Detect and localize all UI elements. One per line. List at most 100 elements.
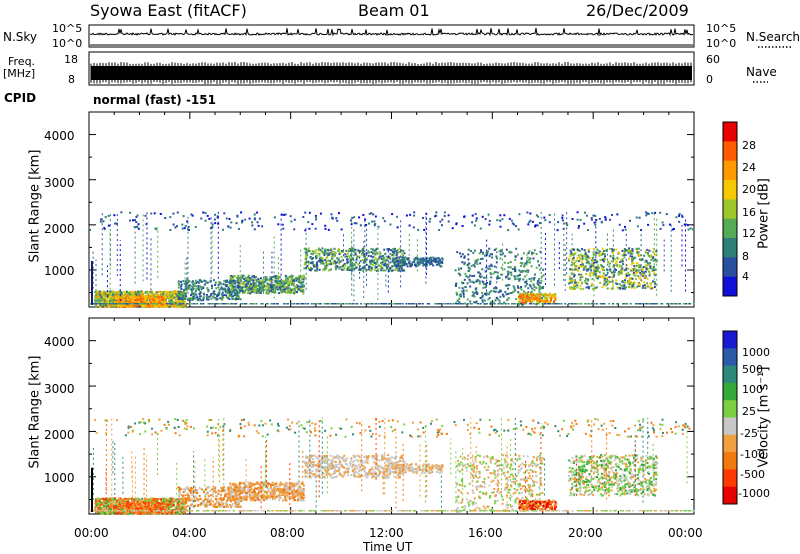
data-point [429,217,432,220]
ground-point [300,303,303,305]
data-point [588,262,591,265]
data-point [549,295,552,298]
data-point [303,267,306,270]
data-point [621,260,624,263]
data-point [581,276,584,278]
data-point [290,288,293,291]
data-point [286,288,289,291]
ground-point [240,303,243,305]
data-point [544,294,547,297]
data-point [515,298,518,301]
data-point [640,258,643,260]
data-point [370,269,373,272]
data-point [425,261,428,264]
data-point [549,293,552,296]
data-point [406,258,409,260]
data-point [534,273,536,276]
data-point [218,288,221,291]
data-point [517,253,519,256]
data-point [517,278,520,281]
data-point [216,294,218,297]
data-point [678,220,681,223]
data-point [253,218,256,221]
data-point [307,260,310,263]
data-point [394,260,397,263]
data-point [255,211,258,214]
data-point [624,225,626,228]
data-point [593,261,596,264]
data-point [475,300,478,303]
data-point [472,251,475,254]
data-point [142,292,145,295]
ground-point [290,303,293,305]
data-point [623,254,626,257]
data-point [299,279,302,282]
ground-point [310,303,313,305]
data-point [293,218,296,221]
data-point [126,301,129,304]
ground-point [438,303,441,305]
data-point [428,257,431,260]
ground-point [348,303,351,305]
beam-title: Beam 01 [358,1,430,20]
data-point [369,261,371,264]
data-point [598,217,601,220]
data-point [128,305,131,308]
data-point [324,259,327,261]
data-point [623,269,626,272]
data-point [612,283,615,286]
data-point [373,262,376,265]
ground-point [327,303,330,305]
data-point [575,268,578,271]
ground-point [201,303,204,305]
data-point [262,282,265,285]
ground-point [649,303,652,305]
data-point [646,282,649,285]
data-point [517,291,520,294]
data-point [107,214,110,217]
data-point [510,274,513,276]
data-point [461,253,464,256]
data-point [409,213,412,216]
ground-point [284,303,287,305]
data-point [102,220,105,223]
data-point [168,292,171,295]
data-point [306,265,309,267]
data-point [599,258,602,261]
data-point [393,263,396,266]
data-point [179,290,182,293]
data-point [392,257,395,260]
data-point [257,224,260,227]
data-point [619,260,622,263]
data-point [119,295,122,298]
data-point [523,265,526,268]
ground-point [652,303,655,305]
ground-point [617,303,620,305]
data-point [157,296,160,298]
data-point [261,282,264,285]
data-point [174,293,177,296]
data-point [585,286,588,289]
data-point [287,276,290,279]
data-point [582,265,585,268]
data-point [368,251,370,254]
xtick: 00:00 [668,526,703,540]
ground-point [233,303,236,305]
data-point [232,290,235,293]
data-point [279,287,282,289]
data-point [155,299,158,302]
data-point [191,214,194,217]
data-point [156,296,159,299]
data-point [259,291,262,294]
data-point [372,213,375,216]
data-point [628,250,631,253]
data-point [324,227,327,230]
data-point [617,273,620,276]
data-point [305,261,308,264]
data-point [348,269,351,271]
ground-point [415,303,418,305]
data-point [617,258,620,260]
data-point [114,222,117,225]
data-point [537,215,540,218]
data-point [123,293,126,296]
